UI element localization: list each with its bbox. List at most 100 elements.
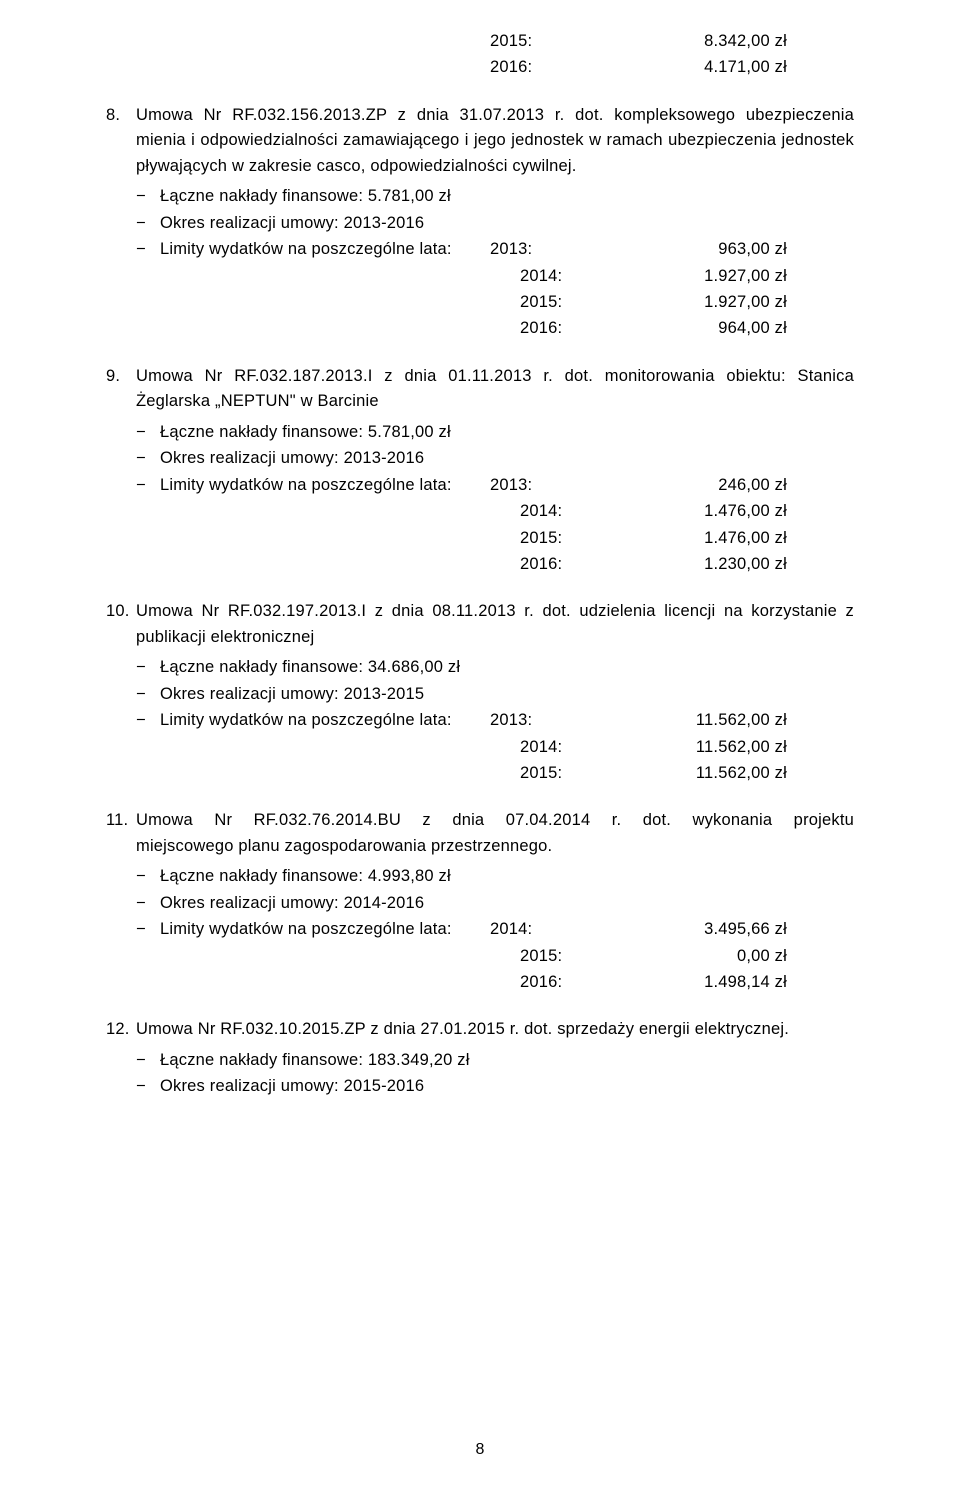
dash-icon: − [136, 183, 160, 209]
item-title: Umowa Nr RF.032.197.2013.I z dnia 08.11.… [136, 599, 854, 650]
naklady-text: Łączne nakłady finansowe: 4.993,80 zł [160, 863, 854, 889]
limits-year: 2014: [520, 498, 580, 524]
limits-row: 2014: 1.476,00 zł [136, 498, 854, 524]
limits-value: 1.476,00 zł [580, 525, 854, 551]
limits-row: 2015: 1.476,00 zł [136, 525, 854, 551]
item-index: 8. [106, 103, 136, 180]
item-index: 11. [106, 808, 136, 834]
dash-icon: − [136, 472, 160, 498]
okres-text: Okres realizacji umowy: 2015-2016 [160, 1073, 854, 1099]
bullet-limits: − Limity wydatków na poszczególne lata: … [136, 916, 854, 942]
okres-text: Okres realizacji umowy: 2013-2016 [160, 210, 854, 236]
item-index: 10. [106, 599, 136, 650]
limits-value: 1.927,00 zł [580, 263, 854, 289]
limits-value: 963,00 zł [550, 236, 854, 262]
bullet-naklady: − Łączne nakłady finansowe: 4.993,80 zł [136, 863, 854, 889]
limits-year: 2016: [520, 315, 580, 341]
bullet-limits: − Limity wydatków na poszczególne lata: … [136, 472, 854, 498]
limits-year: 2016: [520, 969, 580, 995]
limits-year: 2014: [520, 734, 580, 760]
item-title-line1: 11.Umowa Nr RF.032.76.2014.BU z dnia 07.… [106, 808, 854, 834]
limits-year: 2013: [490, 472, 550, 498]
dash-icon: − [136, 236, 160, 262]
limits-row: 2014: 11.562,00 zł [136, 734, 854, 760]
top-table: 2015: 8.342,00 zł 2016: 4.171,00 zł [106, 28, 854, 81]
bullet-limits: − Limity wydatków na poszczególne lata: … [136, 236, 854, 262]
dash-icon: − [136, 681, 160, 707]
list-item-12: 12. Umowa Nr RF.032.10.2015.ZP z dnia 27… [106, 1017, 854, 1099]
year-label: 2016: [490, 54, 550, 80]
limits-value: 1.927,00 zł [580, 289, 854, 315]
limits-value: 3.495,66 zł [550, 916, 854, 942]
dash-icon: − [136, 707, 160, 733]
dash-icon: − [136, 210, 160, 236]
limits-label: Limity wydatków na poszczególne lata: [160, 707, 490, 733]
limits-row: 2015: 1.927,00 zł [136, 289, 854, 315]
bullet-okres: − Okres realizacji umowy: 2013-2016 [136, 445, 854, 471]
limits-year: 2015: [520, 525, 580, 551]
limits-row: 2015: 0,00 zł [136, 943, 854, 969]
dash-icon: − [136, 654, 160, 680]
limits-label: Limity wydatków na poszczególne lata: [160, 236, 490, 262]
bullet-naklady: − Łączne nakłady finansowe: 5.781,00 zł [136, 183, 854, 209]
okres-text: Okres realizacji umowy: 2013-2015 [160, 681, 854, 707]
bullet-okres: − Okres realizacji umowy: 2015-2016 [136, 1073, 854, 1099]
dash-icon: − [136, 1047, 160, 1073]
naklady-text: Łączne nakłady finansowe: 34.686,00 zł [160, 654, 854, 680]
limits-year: 2015: [520, 943, 580, 969]
naklady-text: Łączne nakłady finansowe: 183.349,20 zł [160, 1047, 854, 1073]
bullet-okres: − Okres realizacji umowy: 2013-2015 [136, 681, 854, 707]
dash-icon: − [136, 863, 160, 889]
limits-value: 11.562,00 zł [580, 760, 854, 786]
okres-text: Okres realizacji umowy: 2013-2016 [160, 445, 854, 471]
year-value: 8.342,00 zł [550, 28, 854, 54]
dash-icon: − [136, 890, 160, 916]
table-row: 2016: 4.171,00 zł [490, 54, 854, 80]
limits-value: 1.230,00 zł [580, 551, 854, 577]
limits-value: 1.476,00 zł [580, 498, 854, 524]
list-item-10: 10. Umowa Nr RF.032.197.2013.I z dnia 08… [106, 599, 854, 786]
limits-value: 11.562,00 zł [580, 734, 854, 760]
item-index: 9. [106, 364, 136, 415]
bullet-okres: − Okres realizacji umowy: 2013-2016 [136, 210, 854, 236]
dash-icon: − [136, 445, 160, 471]
item-index: 12. [106, 1017, 136, 1043]
item-title: Umowa Nr RF.032.156.2013.ZP z dnia 31.07… [136, 103, 854, 180]
bullet-limits: − Limity wydatków na poszczególne lata: … [136, 707, 854, 733]
limits-year: 2016: [520, 551, 580, 577]
limits-value: 246,00 zł [550, 472, 854, 498]
dash-icon: − [136, 419, 160, 445]
okres-text: Okres realizacji umowy: 2014-2016 [160, 890, 854, 916]
limits-value: 964,00 zł [580, 315, 854, 341]
dash-icon: − [136, 916, 160, 942]
limits-value: 1.498,14 zł [580, 969, 854, 995]
table-row: 2015: 8.342,00 zł [490, 28, 854, 54]
item-title: Umowa Nr RF.032.10.2015.ZP z dnia 27.01.… [136, 1017, 854, 1043]
item-title: Umowa Nr RF.032.187.2013.I z dnia 01.11.… [136, 364, 854, 415]
list-item-8: 8. Umowa Nr RF.032.156.2013.ZP z dnia 31… [106, 103, 854, 342]
naklady-text: Łączne nakłady finansowe: 5.781,00 zł [160, 419, 854, 445]
limits-label: Limity wydatków na poszczególne lata: [160, 472, 490, 498]
limits-value: 11.562,00 zł [550, 707, 854, 733]
bullet-naklady: − Łączne nakłady finansowe: 5.781,00 zł [136, 419, 854, 445]
limits-label: Limity wydatków na poszczególne lata: [160, 916, 490, 942]
limits-year: 2015: [520, 289, 580, 315]
limits-value: 0,00 zł [580, 943, 854, 969]
page-number: 8 [0, 1441, 960, 1459]
limits-row: 2016: 1.498,14 zł [136, 969, 854, 995]
limits-year: 2013: [490, 236, 550, 262]
limits-year: 2015: [520, 760, 580, 786]
limits-row: 2015: 11.562,00 zł [136, 760, 854, 786]
item-title-line2: miejscowego planu zagospodarowania przes… [106, 834, 854, 860]
year-label: 2015: [490, 28, 550, 54]
dash-icon: − [136, 1073, 160, 1099]
bullet-naklady: − Łączne nakłady finansowe: 34.686,00 zł [136, 654, 854, 680]
naklady-text: Łączne nakłady finansowe: 5.781,00 zł [160, 183, 854, 209]
limits-year: 2014: [490, 916, 550, 942]
limits-year: 2014: [520, 263, 580, 289]
list-item-9: 9. Umowa Nr RF.032.187.2013.I z dnia 01.… [106, 364, 854, 577]
bullet-okres: − Okres realizacji umowy: 2014-2016 [136, 890, 854, 916]
limits-row: 2016: 1.230,00 zł [136, 551, 854, 577]
year-value: 4.171,00 zł [550, 54, 854, 80]
limits-row: 2016: 964,00 zł [136, 315, 854, 341]
